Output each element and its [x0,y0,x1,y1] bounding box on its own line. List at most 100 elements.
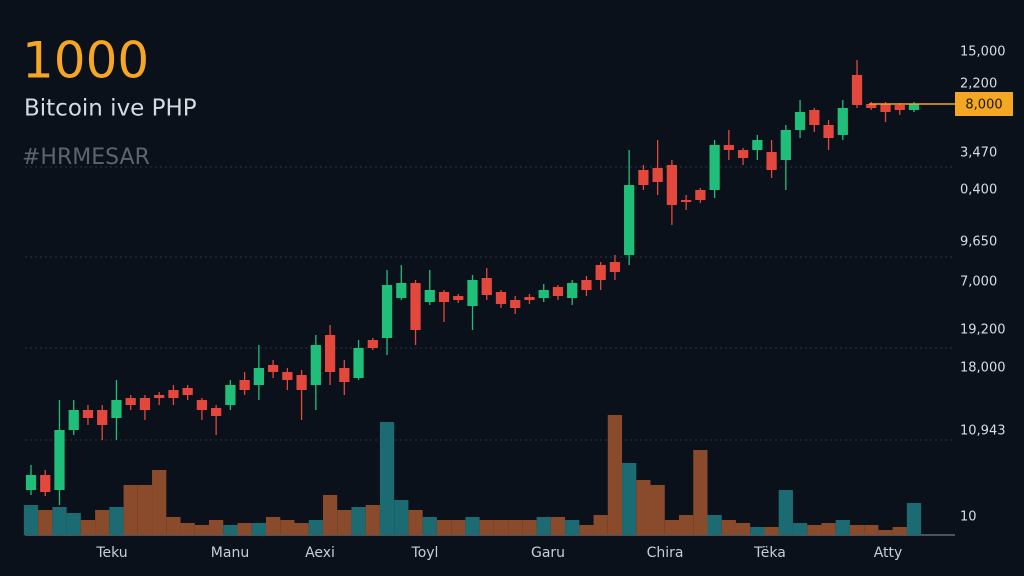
volume-bar [792,523,808,535]
candle-body [552,287,564,296]
volume-bar [180,523,195,535]
candle-body [97,410,108,425]
volume-bar [80,520,96,535]
candle-body [296,375,307,390]
candle-body [823,125,834,138]
candle-body [40,475,51,492]
x-tick-label: Aexi [305,545,335,561]
volume-bar [394,500,409,535]
volume-bar [223,525,238,535]
candle-body [908,104,920,110]
chart-title: 1000 [22,32,149,90]
candle-body [453,296,464,300]
volume-bar [821,523,836,535]
volume-bar [508,520,523,535]
candle-layer [25,60,920,505]
candle-body [538,290,549,298]
candle-body [225,385,236,405]
candle-body [410,283,421,330]
candle-body [324,335,336,372]
y-axis-label: 19,200 [960,323,1006,338]
volume-bar [707,515,722,535]
volume-bar [878,530,893,535]
volume-bar [892,527,907,535]
y-axis-label: 18,000 [960,361,1006,376]
candle-body [609,262,621,272]
candle-body [780,130,791,160]
volume-bar [593,515,608,535]
volume-bar [750,527,765,535]
candle-body [139,398,151,410]
candle-body [438,292,450,302]
candle-body [581,280,592,290]
candle-body [794,112,806,130]
candle-body [239,380,250,390]
candle-body [339,368,350,382]
candle-body [367,340,378,348]
volume-bar [251,523,266,535]
volume-bar [209,520,224,535]
candle-body [709,145,720,190]
volume-bar [764,527,779,535]
candle-body [495,292,507,304]
candle-body [894,105,905,110]
volume-bar [550,517,566,535]
volume-bar [451,520,466,535]
current-price-label: 8,000 [965,98,1002,113]
volume-bar [109,507,124,535]
candle-body [82,410,94,418]
volume-bar [52,507,67,535]
volume-bar [337,510,352,535]
volume-bar [422,517,437,535]
x-tick-label: Atty [874,545,903,561]
volume-bar [664,520,680,535]
volume-bar [38,510,53,535]
volume-bar [137,485,153,535]
current-price-tag [955,92,1013,116]
volume-bar [66,513,81,535]
candle-body [681,200,692,202]
volume-bar [906,503,922,535]
candle-body [111,400,122,418]
volume-bar [479,520,494,535]
y-axis-label: 10,943 [960,424,1006,439]
volume-bar [166,517,181,535]
volume-layer [23,415,922,535]
volume-bar [565,520,580,535]
candle-body [196,400,208,410]
volume-bar [679,515,694,535]
candle-body [353,348,364,378]
grid [25,166,955,441]
candle-body [253,368,264,385]
symbol-tag: #HRMESAR [22,145,150,170]
y-axis-label: 15,000 [960,45,1006,60]
y-axis-label: 2,200 [960,77,997,92]
volume-bar [237,523,252,535]
volume-bar [123,485,138,535]
volume-bar [622,463,637,535]
x-tick-label: Toyl [411,545,439,561]
candle-body [125,398,136,405]
candle-body [695,190,706,200]
y-axis-label: 7,000 [960,275,997,290]
volume-bar [849,525,865,535]
volume-bar [379,422,395,535]
y-axis-label: 0,400 [960,183,997,198]
candle-body [524,297,535,300]
volume-bar [152,470,167,535]
candle-body [168,390,179,398]
x-tick-label: Tëka [753,545,786,561]
volume-bar [522,520,537,535]
volume-bar [408,510,423,535]
volume-bar [493,520,509,535]
candle-body [595,265,606,280]
volume-bar [650,485,665,535]
x-tick-label: Teku [95,545,127,561]
volume-bar [280,520,295,535]
volume-bar [95,510,110,535]
volume-bar [465,517,480,535]
x-tick-label: Chira [647,545,684,561]
volume-bar [835,520,850,535]
chart-subtitle: Bitcoin ive PHP [24,96,197,122]
